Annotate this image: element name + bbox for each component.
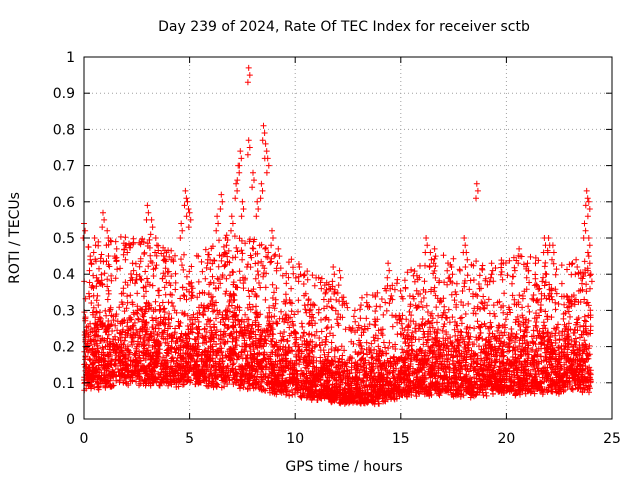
axis-ticks: 00.10.20.30.40.50.60.70.80.910 5 10 15 20 25 — [53, 50, 621, 447]
x-tick-label: 25 — [603, 431, 621, 447]
y-tick-label: 1 — [66, 50, 75, 66]
x-tick-label: 0 — [80, 431, 89, 447]
y-tick-label: 0.5 — [53, 231, 75, 247]
x-axis-label: GPS time / hours — [285, 459, 402, 475]
y-tick-label: 0.9 — [53, 86, 75, 102]
y-tick-label: 0.3 — [53, 303, 75, 319]
data-points — [80, 64, 595, 408]
x-tick-label: 5 — [185, 431, 194, 447]
x-tick-label: 10 — [286, 431, 304, 447]
y-tick-label: 0.7 — [53, 159, 75, 175]
x-tick-label: 15 — [392, 431, 410, 447]
chart-title: Day 239 of 2024, Rate Of TEC Index for r… — [158, 19, 530, 35]
y-tick-label: 0.8 — [53, 122, 75, 138]
y-tick-label: 0.2 — [53, 340, 75, 356]
y-tick-label: 0.6 — [53, 195, 75, 211]
scatter-point-markers — [80, 64, 595, 408]
y-tick-label: 0.1 — [53, 376, 75, 392]
y-tick-label: 0.4 — [53, 267, 75, 283]
y-tick-label: 0 — [66, 412, 75, 428]
y-axis-label: ROTI / TECUs — [7, 192, 23, 284]
x-tick-label: 20 — [497, 431, 515, 447]
